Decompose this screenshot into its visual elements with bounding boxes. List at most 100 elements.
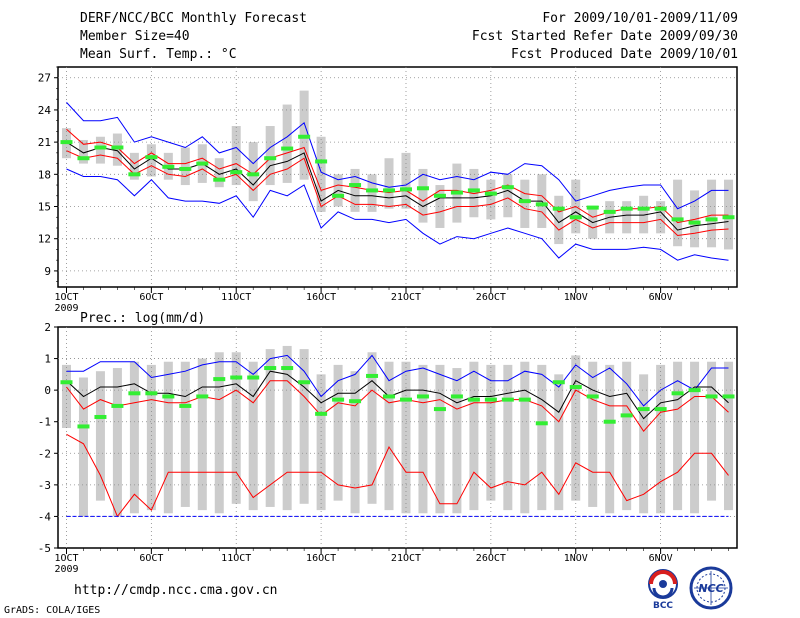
plot-frame	[57, 326, 738, 549]
ensemble-range-bar	[265, 349, 275, 507]
ensemble-range-bar	[435, 185, 445, 228]
observed-marker	[603, 419, 616, 424]
observed-marker	[501, 185, 514, 190]
ensemble-range-bar	[554, 374, 564, 511]
observed-marker	[637, 206, 650, 211]
ensemble-range-bar	[316, 136, 326, 212]
ensemble-range-bar	[503, 174, 513, 218]
observed-marker	[620, 413, 633, 418]
y-tick-label: -3	[38, 479, 51, 492]
observed-marker	[196, 394, 209, 399]
observed-marker	[213, 377, 226, 382]
observed-marker	[654, 407, 667, 412]
ensemble-range-bar	[248, 361, 258, 511]
ensemble-range-bar	[622, 361, 632, 511]
x-tick-year-label: 2009	[54, 564, 78, 575]
ncc-logo: NCC	[688, 566, 734, 610]
x-tick-label: 21OCT	[391, 553, 421, 564]
series-line-upper	[66, 128, 729, 224]
series-line-upper	[66, 380, 729, 433]
ensemble-range-bar	[418, 168, 428, 223]
observed-marker	[518, 397, 531, 402]
observed-marker	[671, 217, 684, 222]
observed-marker	[705, 217, 718, 222]
x-tick-label: 16OCT	[306, 292, 336, 303]
ensemble-range-bar	[146, 364, 156, 511]
observed-marker	[467, 397, 480, 402]
observed-marker	[416, 186, 429, 191]
observed-marker	[366, 188, 379, 193]
source-url[interactable]: http://cmdp.ncc.cma.gov.cn	[74, 583, 278, 598]
observed-marker	[94, 145, 107, 150]
observed-marker	[671, 391, 684, 396]
ensemble-range-bar	[214, 352, 224, 514]
ncc-logo-text: NCC	[698, 582, 723, 595]
x-tick-label: 16OCT	[306, 553, 336, 564]
ensemble-range-bar	[469, 361, 479, 511]
series-line-max	[66, 102, 729, 210]
x-tick-label: 1OCT	[54, 292, 78, 303]
observed-marker	[77, 156, 90, 161]
ensemble-range-bar	[520, 361, 530, 514]
observed-marker	[264, 366, 277, 371]
y-tick-label: 9	[44, 265, 51, 278]
x-tick-year-label: 2009	[54, 303, 78, 314]
observed-marker	[501, 397, 514, 402]
ensemble-range-bar	[588, 361, 598, 507]
series-line-mean	[66, 141, 729, 231]
forecast-period-label: For 2009/10/01-2009/11/09	[542, 11, 738, 26]
observed-marker	[196, 161, 209, 166]
y-tick-label: -1	[38, 416, 51, 429]
observed-marker	[552, 380, 565, 385]
observed-marker	[179, 403, 192, 408]
observed-marker	[705, 394, 718, 399]
observed-marker	[399, 397, 412, 402]
temperature-panel-title: Mean Surf. Temp.: °C	[80, 47, 237, 62]
ensemble-range-bar	[112, 368, 122, 517]
ensemble-range-bar	[248, 142, 258, 202]
member-size-label: Member Size=40	[80, 29, 190, 44]
ensemble-range-bar	[180, 147, 190, 186]
ensemble-range-bar	[401, 152, 411, 209]
ensemble-range-bar	[605, 364, 615, 514]
observed-marker	[366, 373, 379, 378]
observed-marker	[162, 394, 175, 399]
ensemble-range-bar	[61, 364, 71, 429]
ensemble-range-bar	[95, 136, 105, 164]
grads-credit: GrADS: COLA/IGES	[4, 605, 101, 616]
ensemble-range-bar	[231, 352, 241, 504]
observed-marker	[332, 397, 345, 402]
bcc-logo-text: BCC	[653, 601, 673, 610]
ensemble-range-bar	[163, 361, 173, 514]
ensemble-range-bar	[384, 361, 394, 511]
series-line-lower	[66, 150, 729, 237]
x-tick-label: 6OCT	[139, 553, 163, 564]
observed-marker	[128, 391, 141, 396]
ensemble-range-bar	[299, 349, 309, 504]
observed-marker	[535, 421, 548, 426]
ensemble-range-bar	[571, 355, 581, 501]
series-line-min	[66, 168, 729, 261]
observed-marker	[60, 380, 73, 385]
observed-marker	[145, 391, 158, 396]
ensemble-range-bar	[724, 361, 734, 511]
ensemble-range-bar	[180, 361, 190, 507]
observed-marker	[298, 134, 311, 139]
ensemble-range-bar	[707, 179, 717, 248]
observed-marker	[77, 424, 90, 429]
observed-marker	[230, 375, 243, 380]
ensemble-range-bar	[707, 361, 717, 501]
ensemble-range-bar	[282, 345, 292, 511]
x-tick-label: 6NOV	[649, 292, 673, 303]
precipitation-panel-title: Prec.: log(mm/d)	[80, 311, 205, 326]
ensemble-range-bar	[282, 104, 292, 183]
observed-marker	[128, 172, 141, 177]
observed-marker	[467, 188, 480, 193]
observed-marker	[484, 397, 497, 402]
observed-marker	[722, 394, 735, 399]
observed-marker	[603, 209, 616, 214]
observed-marker	[654, 206, 667, 211]
ensemble-range-bar	[316, 374, 326, 511]
